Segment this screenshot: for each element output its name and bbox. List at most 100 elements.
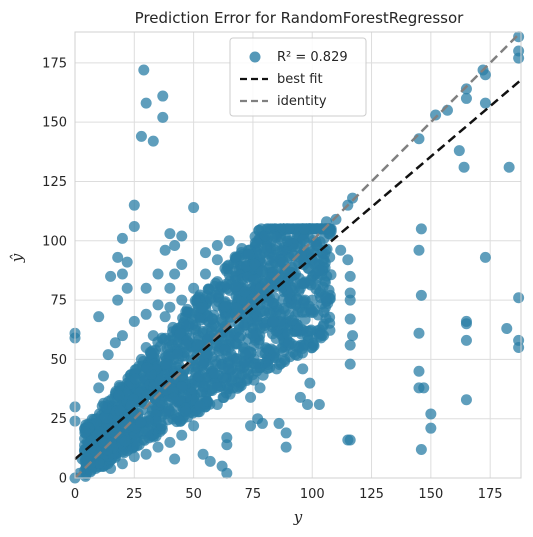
data-point (116, 268, 128, 280)
legend-box (229, 37, 367, 117)
data-point (342, 254, 354, 266)
data-point (267, 316, 279, 328)
data-point (413, 244, 425, 256)
data-point (415, 223, 427, 235)
legend-best-fit-label: best fit (277, 72, 323, 87)
data-point (140, 448, 152, 460)
data-point (181, 303, 193, 315)
data-point (157, 111, 169, 123)
data-point (141, 389, 153, 401)
data-point (430, 109, 442, 121)
data-point (513, 52, 525, 64)
data-point (413, 365, 425, 377)
data-point (313, 264, 325, 276)
data-point (121, 282, 133, 294)
data-point (161, 342, 173, 354)
data-point (273, 417, 285, 429)
legend-identity-label: identity (277, 94, 327, 109)
data-point (112, 294, 124, 306)
data-point (248, 274, 260, 286)
data-point (152, 268, 164, 280)
data-point (261, 363, 273, 375)
data-point (168, 392, 180, 404)
data-point (194, 400, 206, 412)
data-point (164, 282, 176, 294)
data-point (105, 270, 117, 282)
y-tick-label: 150 (42, 116, 67, 131)
data-point (169, 240, 181, 252)
tick-labels: 0 25 50 75 100 125 150 175 0 25 50 75 100 125 150 175 (42, 56, 502, 502)
data-point (140, 308, 152, 320)
data-point (330, 213, 342, 225)
data-point (460, 318, 472, 330)
x-axis-label: y (293, 508, 303, 526)
data-point (176, 258, 188, 270)
data-point (211, 240, 223, 252)
data-point (198, 381, 210, 393)
data-point (460, 83, 472, 95)
plot-frame (74, 31, 522, 479)
data-point (188, 420, 200, 432)
data-point (325, 269, 337, 281)
data-point (128, 199, 140, 211)
data-point (256, 265, 268, 277)
data-point (460, 92, 472, 104)
data-point (116, 232, 128, 244)
data-point (96, 400, 108, 412)
data-point (152, 299, 164, 311)
data-point (222, 380, 234, 392)
data-point (164, 301, 176, 313)
data-point (176, 230, 188, 242)
data-point (342, 434, 354, 446)
data-point (169, 268, 181, 280)
data-point (243, 248, 255, 260)
data-point (121, 256, 133, 268)
data-point (295, 249, 307, 261)
data-point (157, 90, 169, 102)
data-point (97, 370, 109, 382)
data-point (171, 348, 183, 360)
data-point (286, 314, 298, 326)
data-point (197, 448, 209, 460)
data-point (199, 247, 211, 259)
data-point (112, 251, 124, 263)
x-tick-label: 175 (478, 487, 503, 502)
data-point (169, 453, 181, 465)
data-point (513, 292, 525, 304)
data-point (250, 362, 262, 374)
data-point (176, 381, 188, 393)
data-point (140, 97, 152, 109)
data-point (289, 300, 301, 312)
y-tick-label: 75 (50, 294, 67, 309)
data-point (286, 285, 298, 297)
data-point (239, 319, 251, 331)
data-point (217, 391, 229, 403)
data-point (344, 358, 356, 370)
legend-points-marker (249, 51, 261, 63)
data-point (211, 381, 223, 393)
data-point (174, 327, 186, 339)
data-point (347, 330, 359, 342)
data-point (176, 429, 188, 441)
data-point (223, 235, 235, 247)
data-point (313, 398, 325, 410)
data-point (135, 130, 147, 142)
data-point (297, 339, 309, 351)
data-point (204, 455, 216, 467)
data-point (479, 251, 491, 263)
data-point (199, 268, 211, 280)
data-point (203, 283, 215, 295)
data-point (233, 332, 245, 344)
data-point (283, 223, 295, 235)
data-point (199, 372, 211, 384)
x-tick-label: 150 (418, 487, 443, 502)
data-point (231, 302, 243, 314)
data-point (460, 394, 472, 406)
data-point (280, 427, 292, 439)
legend: R² = 0.829 best fit identity (229, 37, 367, 117)
data-point (221, 467, 233, 479)
data-point (204, 293, 216, 305)
data-point (425, 408, 437, 420)
data-point (135, 416, 147, 428)
